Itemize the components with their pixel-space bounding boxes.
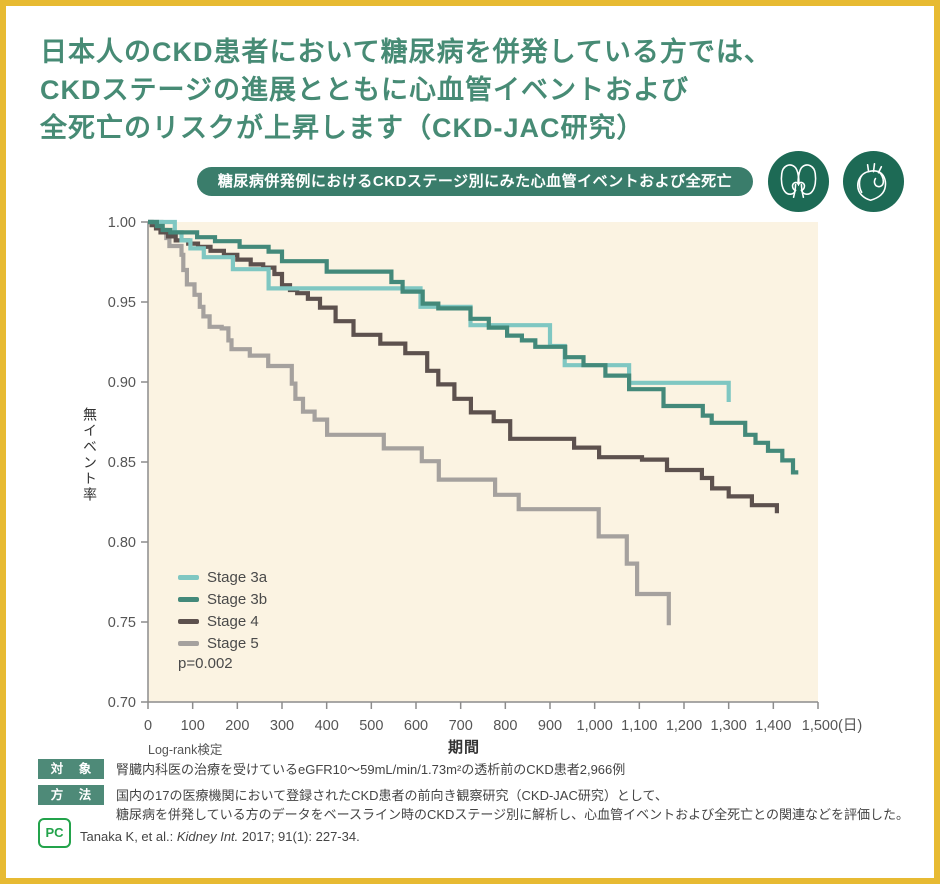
svg-text:0: 0 xyxy=(144,718,152,734)
svg-text:1.00: 1.00 xyxy=(108,215,136,231)
citation-prefix: Tanaka K, et al.: xyxy=(80,829,177,844)
svg-text:1,100: 1,100 xyxy=(621,718,657,734)
svg-text:200: 200 xyxy=(225,718,249,734)
method-badge: 方 法 xyxy=(38,785,104,805)
svg-text:1,300: 1,300 xyxy=(711,718,747,734)
svg-text:400: 400 xyxy=(315,718,339,734)
logrank-note: Log-rank検定 xyxy=(148,743,223,757)
legend-swatch-stage3b xyxy=(178,596,199,602)
subject-text: 腎臓内科医の治療を受けているeGFR10～59mL/min/1.73m²の透析前… xyxy=(116,762,626,777)
svg-text:100: 100 xyxy=(181,718,205,734)
pc-logo: PC xyxy=(38,818,71,848)
legend-label-stage3a: Stage 3a xyxy=(207,568,268,586)
legend-swatch-stage4 xyxy=(178,618,199,624)
citation-journal: Kidney Int. xyxy=(176,829,239,844)
legend-item-stage4: Stage 4 xyxy=(178,610,267,632)
legend-swatch-stage3a xyxy=(178,574,199,580)
heart-icon xyxy=(842,150,905,213)
svg-text:0.80: 0.80 xyxy=(108,535,136,551)
legend-swatch-stage5 xyxy=(178,640,199,646)
title-line-3: 全死亡のリスクが上昇します（CKD-JAC研究） xyxy=(40,113,645,143)
title-line-2: CKDステージの進展とともに心血管イベントおよび xyxy=(40,75,689,105)
legend-label-stage3b: Stage 3b xyxy=(207,590,268,608)
page-title: 日本人のCKD患者において糖尿病を併発している方では、 CKDステージの進展とと… xyxy=(40,33,772,147)
subject-row: 対 象 腎臓内科医の治療を受けているeGFR10～59mL/min/1.73m²… xyxy=(38,759,625,779)
legend-label-stage5: Stage 5 xyxy=(207,634,259,652)
legend-item-stage5: Stage 5 xyxy=(178,632,267,654)
svg-text:500: 500 xyxy=(359,718,383,734)
method-line-1: 国内の17の医療機関において登録されたCKD患者の前向き観察研究（CKD-JAC… xyxy=(116,788,668,803)
chart-legend: Stage 3a Stage 3b Stage 4 Stage 5 xyxy=(178,566,267,654)
y-axis-title: 無イベント率 xyxy=(82,407,98,503)
svg-text:600: 600 xyxy=(404,718,428,734)
svg-text:1,400: 1,400 xyxy=(755,718,791,734)
svg-text:1,200: 1,200 xyxy=(666,718,702,734)
subtitle-badge: 糖尿病併発例におけるCKDステージ別にみた心血管イベントおよび全死亡 xyxy=(197,167,753,196)
citation-suffix: 2017; 91(1): 227-34. xyxy=(238,829,360,844)
legend-item-stage3a: Stage 3a xyxy=(178,566,267,588)
method-row: 方 法 国内の17の医療機関において登録されたCKD患者の前向き観察研究（CKD… xyxy=(38,785,909,824)
citation: Tanaka K, et al.: Kidney Int. 2017; 91(1… xyxy=(80,824,360,850)
legend-item-stage3b: Stage 3b xyxy=(178,588,267,610)
svg-text:0.75: 0.75 xyxy=(108,615,136,631)
x-axis-title: 期間 xyxy=(448,739,481,756)
svg-text:1,500(日): 1,500(日) xyxy=(802,718,862,734)
title-line-1: 日本人のCKD患者において糖尿病を併発している方では、 xyxy=(40,37,772,67)
p-value: p=0.002 xyxy=(178,655,233,672)
svg-text:0.90: 0.90 xyxy=(108,375,136,391)
svg-text:800: 800 xyxy=(493,718,517,734)
method-line-2: 糖尿病を併発している方のデータをベースライン時のCKDステージ別に解析し、心血管… xyxy=(116,807,910,822)
svg-text:700: 700 xyxy=(449,718,473,734)
svg-text:0.70: 0.70 xyxy=(108,695,136,711)
method-text: 国内の17の医療機関において登録されたCKD患者の前向き観察研究（CKD-JAC… xyxy=(116,785,909,824)
svg-text:0.85: 0.85 xyxy=(108,455,136,471)
svg-text:0.95: 0.95 xyxy=(108,295,136,311)
legend-label-stage4: Stage 4 xyxy=(207,612,259,630)
subject-badge: 対 象 xyxy=(38,759,104,779)
kidney-icon xyxy=(767,150,830,213)
svg-text:300: 300 xyxy=(270,718,294,734)
svg-text:1,000: 1,000 xyxy=(577,718,613,734)
svg-text:900: 900 xyxy=(538,718,562,734)
